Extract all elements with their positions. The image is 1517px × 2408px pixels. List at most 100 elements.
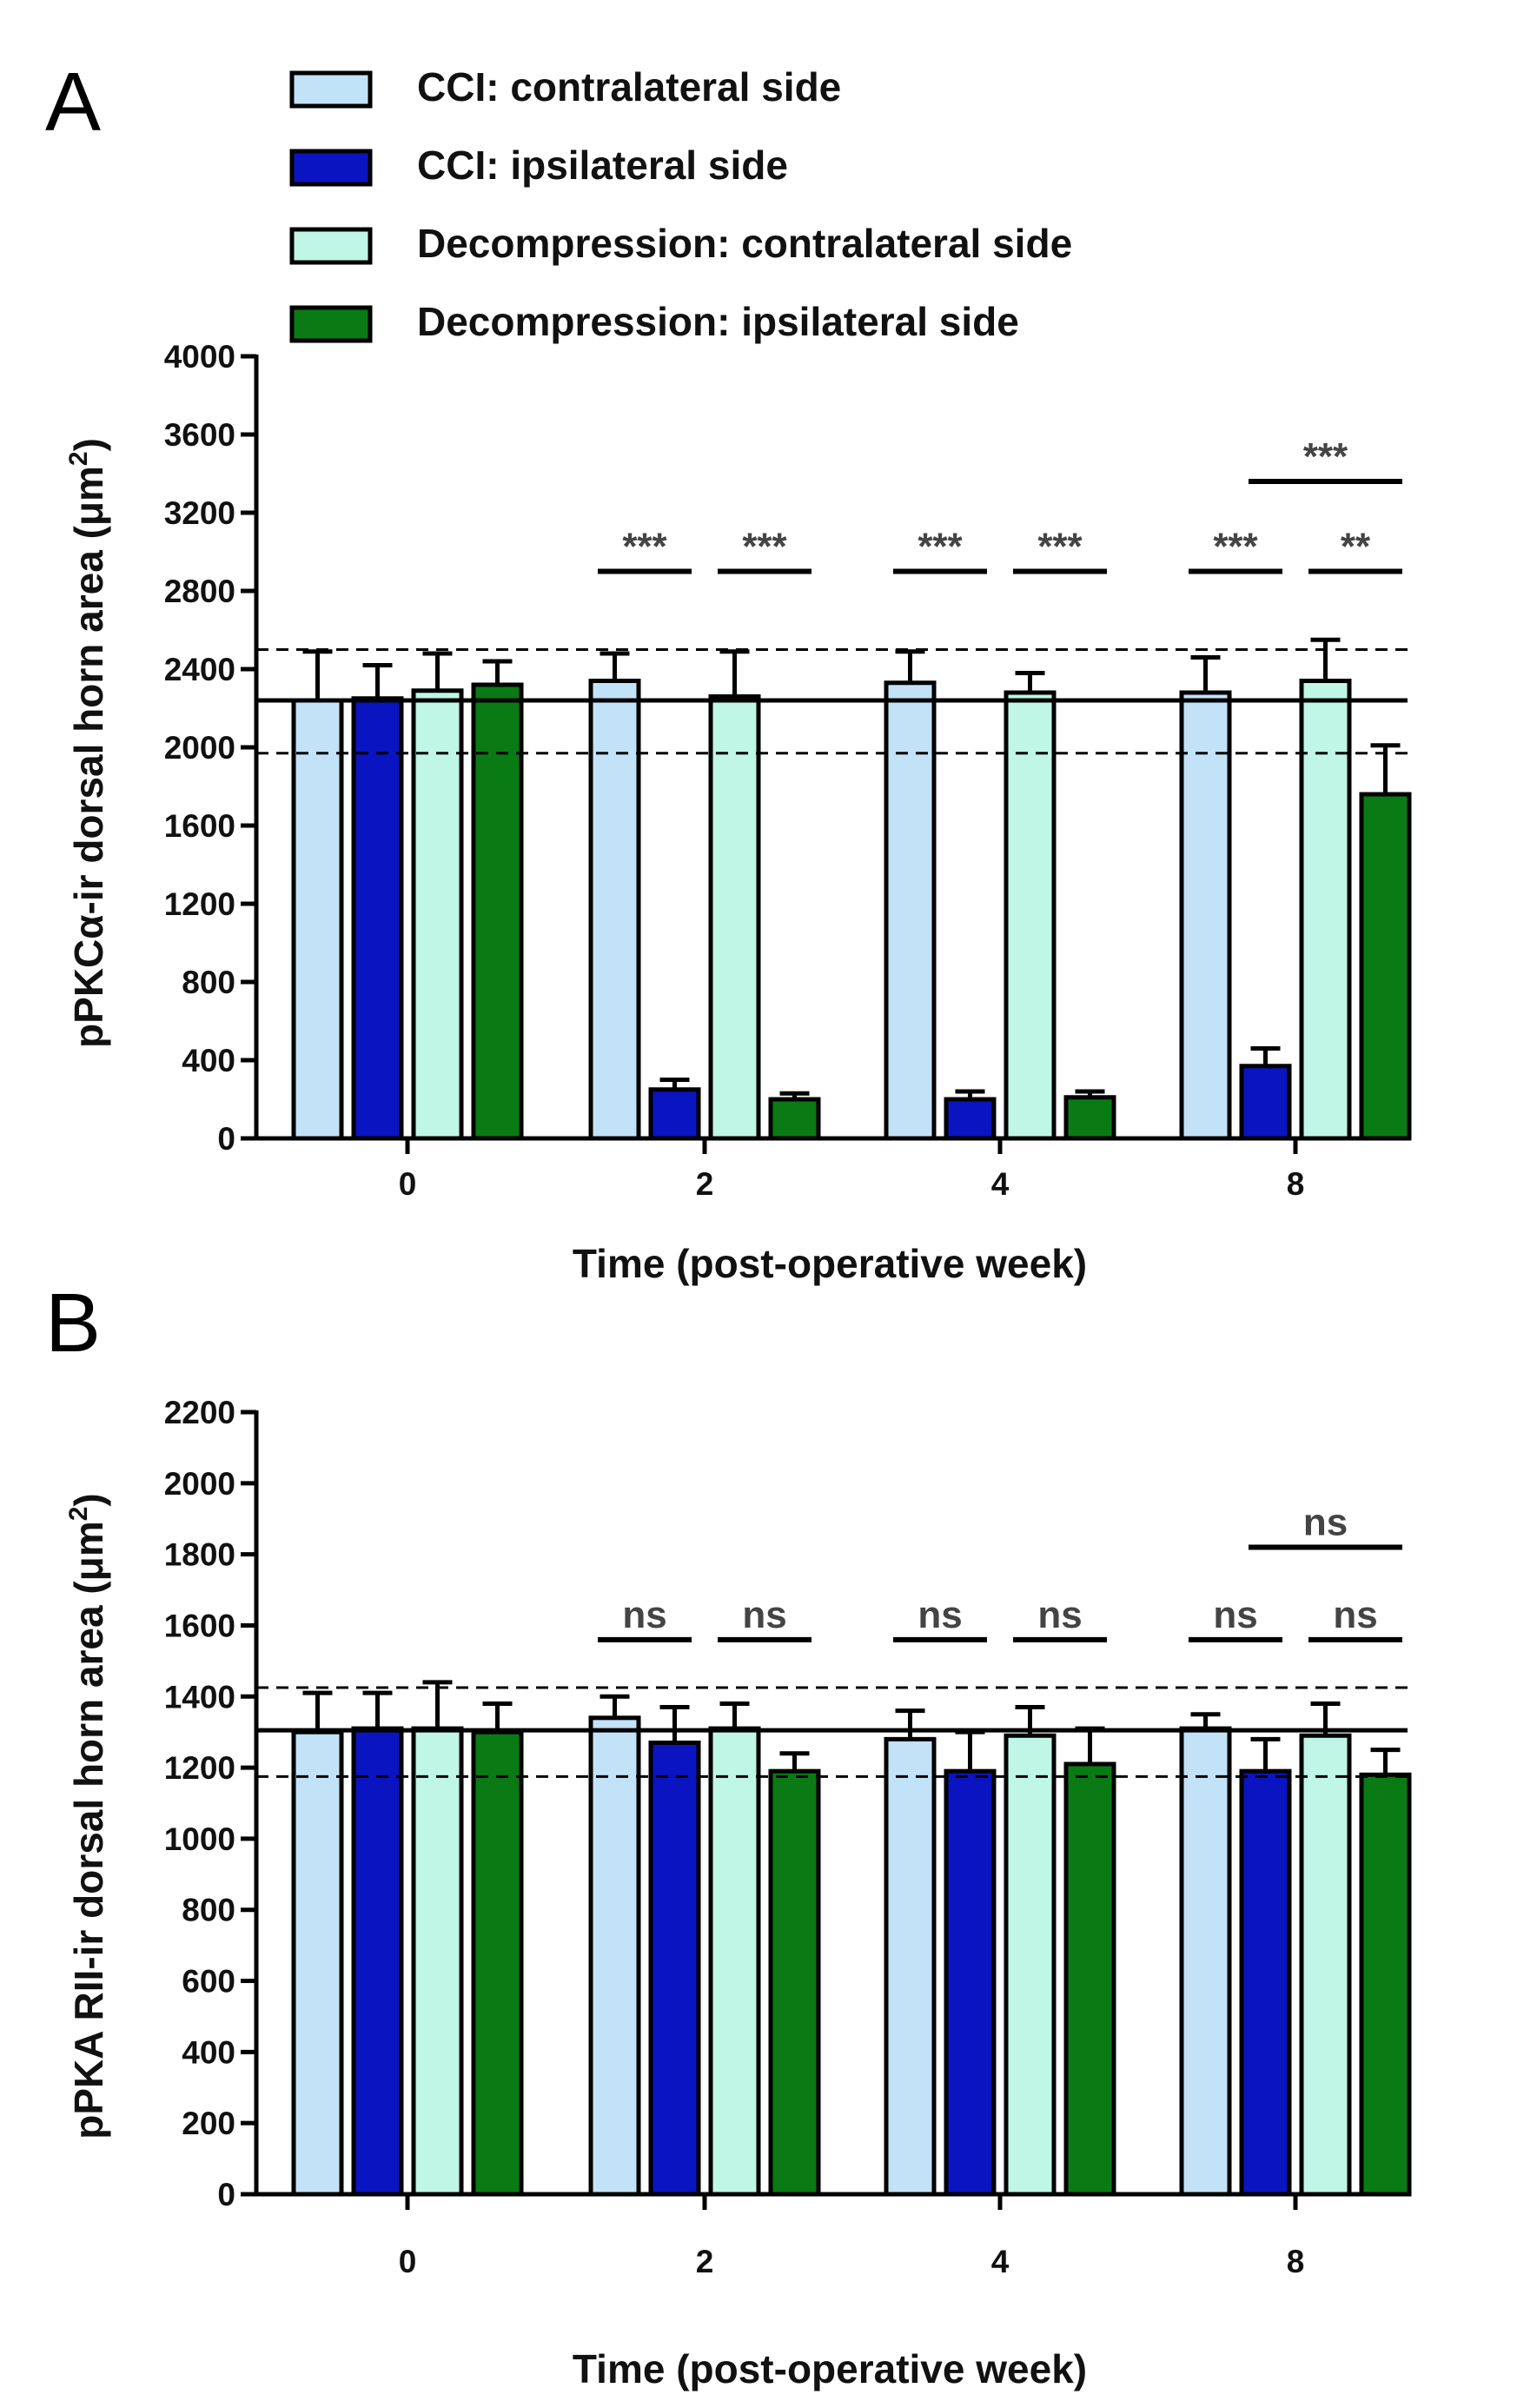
legend-item-decompression-ipsilateral: Decompression: ipsilateral side (289, 299, 1019, 344)
bar (1359, 1772, 1412, 2197)
y-tick-label: 800 (182, 965, 235, 1000)
significance-label: *** (917, 526, 963, 568)
x-tick-label: 0 (399, 1166, 417, 1202)
bar (471, 1729, 524, 2197)
legend-item-cci-ipsilateral: CCI: ipsilateral side (289, 143, 788, 188)
y-tick-label: 1600 (164, 1608, 235, 1643)
x-axis: 0 2 4 8 (256, 1136, 1408, 1202)
x-tick-label: 2 (696, 1166, 714, 1202)
y-tick-label: 600 (182, 1964, 235, 2000)
legend-label: CCI: contralateral side (417, 64, 841, 109)
bar (1359, 792, 1412, 1141)
y-tick-label: 400 (182, 1043, 235, 1078)
bar (1239, 1768, 1292, 2197)
significance-label: *** (1213, 526, 1258, 568)
legend-label: Decompression: ipsilateral side (417, 299, 1019, 344)
bar (648, 1740, 701, 2197)
bar (884, 680, 937, 1141)
significance-label: ns (622, 1594, 666, 1636)
bar (588, 1715, 641, 2197)
x-tick-label: 2 (696, 2244, 714, 2279)
bar (1004, 1733, 1057, 2197)
y-axis: 0 200 400 600 800 1000 1200 1400 1600 1800 2000 220… (164, 1395, 259, 2212)
bar (944, 1768, 997, 2197)
legend-swatch (289, 227, 373, 265)
bar (768, 1768, 821, 2197)
significance-label: ** (1341, 526, 1371, 568)
x-tick-label: 8 (1287, 1166, 1305, 1202)
legend-item-cci-contralateral: CCI: contralateral side (289, 64, 841, 109)
y-tick-label: 1800 (164, 1537, 235, 1573)
chart-panel-a: *** *** *** *** *** ***** 0400800120016002000… (64, 339, 1412, 1286)
bar (944, 1097, 997, 1141)
bar (351, 1726, 404, 2197)
y-tick-label: 2000 (164, 1466, 235, 1502)
bar (648, 1087, 701, 1141)
bar (708, 1726, 761, 2197)
bar (411, 688, 464, 1141)
x-tick-label: 0 (399, 2244, 417, 2279)
bar (1179, 1726, 1232, 2197)
chart-panel-b: ns ns ns ns ns ns ns 0 200 400 600 800 1000 1200 1400… (64, 1395, 1412, 2391)
y-tick-label: 4000 (164, 339, 235, 375)
y-tick-label: 0 (217, 1121, 235, 1157)
bar (1299, 1733, 1352, 2197)
significance-label: *** (1037, 526, 1083, 568)
y-tick-label: 2800 (164, 574, 235, 609)
significance-label: ns (742, 1594, 786, 1636)
bar-layer (291, 1680, 1412, 2197)
significance-brackets: ns ns ns ns ns ns ns (598, 1501, 1402, 1642)
x-axis: 0 2 4 8 (256, 2192, 1408, 2279)
y-axis-title: pPKA RII-ir dorsal horn area (μm2) (64, 1493, 111, 2139)
x-tick-label: 4 (991, 2244, 1010, 2279)
significance-label: ns (1213, 1594, 1257, 1636)
bar (291, 698, 344, 1141)
y-tick-label: 200 (182, 2106, 235, 2141)
y-tick-label: 400 (182, 2034, 235, 2070)
y-tick-label: 2400 (164, 652, 235, 687)
bar (411, 1726, 464, 2197)
significance-brackets: *** *** *** *** *** ***** (598, 435, 1402, 574)
significance-label: ns (917, 1594, 962, 1636)
significance-label: *** (1303, 435, 1348, 478)
y-tick-label: 1000 (164, 1821, 235, 1857)
legend-swatch (289, 149, 373, 187)
y-tick-label: 2000 (164, 730, 235, 766)
bar (1004, 690, 1057, 1141)
legend: CCI: contralateral side CCI: ipsilateral… (289, 64, 1072, 344)
significance-label: *** (622, 526, 667, 568)
x-axis-title: Time (post-operative week) (573, 1241, 1087, 1286)
bar (1179, 690, 1232, 1141)
bar (1299, 679, 1352, 1141)
bar (884, 1736, 937, 2197)
bar (768, 1097, 821, 1141)
legend-swatch (289, 305, 373, 343)
x-axis-title: Time (post-operative week) (573, 2346, 1087, 2391)
y-axis-title: pPKCα-ir dorsal horn area (μm2) (64, 438, 111, 1048)
bar (588, 679, 641, 1141)
significance-label: ns (1303, 1501, 1348, 1543)
y-tick-label: 1400 (164, 1679, 235, 1715)
panel-a-letter: A (45, 56, 101, 149)
y-tick-label: 1600 (164, 808, 235, 844)
x-tick-label: 4 (991, 1166, 1010, 1202)
significance-label: *** (742, 526, 787, 568)
legend-item-decompression-contralateral: Decompression: contralateral side (289, 221, 1072, 266)
y-tick-label: 0 (217, 2177, 235, 2212)
legend-swatch (289, 70, 373, 109)
y-axis: 0 400 800 1200 1600 2000 2400 2800 3200 3600 4000 (164, 339, 259, 1157)
y-tick-label: 1200 (164, 886, 235, 922)
y-tick-label: 800 (182, 1893, 235, 1928)
bar (708, 694, 761, 1141)
significance-label: ns (1037, 1594, 1082, 1636)
x-tick-label: 8 (1287, 2244, 1305, 2279)
y-tick-label: 3200 (164, 495, 235, 531)
legend-label: Decompression: contralateral side (417, 221, 1072, 266)
y-tick-label: 1200 (164, 1750, 235, 1786)
panel-b-letter: B (45, 1277, 101, 1370)
reference-lines (256, 648, 1408, 755)
bar (1063, 1761, 1116, 2197)
bar (291, 1729, 344, 2197)
bar (1239, 1064, 1292, 1141)
